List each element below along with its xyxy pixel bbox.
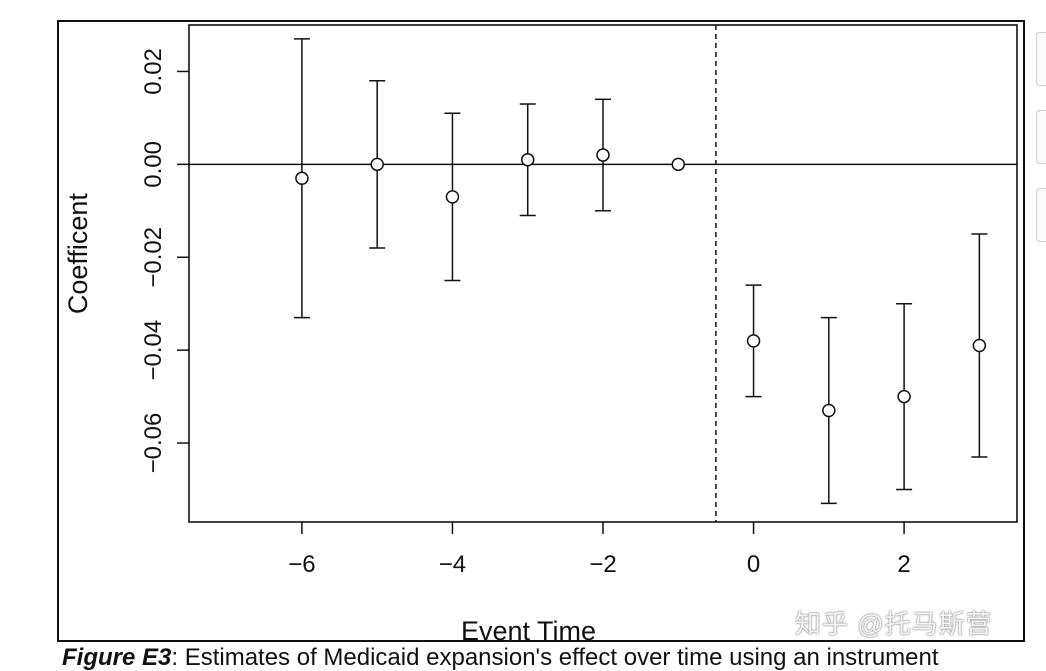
- y-tick-label: −0.04: [140, 320, 167, 381]
- point-estimate: [520, 152, 535, 167]
- x-tick-label: 2: [897, 551, 910, 578]
- point-estimate: [596, 148, 610, 162]
- y-tick-label: 0.02: [140, 48, 167, 95]
- y-tick-label: −0.06: [140, 413, 167, 474]
- event-study-chart: −6 −4 −2 0 2 0.02 0.00 −0.02 −0.04 −0.06 Event Tim…: [63, 24, 1018, 640]
- x-tick-label: −4: [439, 551, 466, 578]
- point-estimate: [295, 171, 309, 186]
- x-tick-label: −2: [589, 551, 616, 578]
- y-axis-label: Coefficent: [63, 193, 93, 315]
- side-tab-3[interactable]: [1036, 188, 1046, 242]
- x-tick-label: 0: [747, 551, 760, 578]
- figure-frame: −6 −4 −2 0 2 0.02 0.00 −0.02 −0.04 −0.06 Event Tim…: [57, 20, 1025, 642]
- figure-caption: Figure E3: Estimates of Medicaid expansi…: [62, 646, 939, 670]
- point-estimate: [746, 334, 761, 348]
- point-estimate: [972, 338, 987, 353]
- x-tick-label: −6: [288, 551, 315, 578]
- point-estimate: [822, 403, 836, 418]
- y-tick-label: 0.00: [140, 141, 167, 188]
- watermark: 知乎 @托马斯营: [795, 609, 993, 639]
- x-axis-label: Event Time: [461, 616, 596, 640]
- side-tab-2[interactable]: [1036, 110, 1046, 164]
- caption-text: : Estimates of Medicaid expansion's effe…: [171, 644, 939, 671]
- caption-figure-label: Figure E3: [62, 644, 172, 671]
- point-estimate: [445, 190, 460, 204]
- y-tick-label: −0.02: [140, 227, 167, 288]
- point-estimate: [671, 157, 686, 172]
- point-estimate: [897, 389, 911, 404]
- side-tab-1[interactable]: [1036, 32, 1046, 86]
- point-estimate: [370, 157, 384, 172]
